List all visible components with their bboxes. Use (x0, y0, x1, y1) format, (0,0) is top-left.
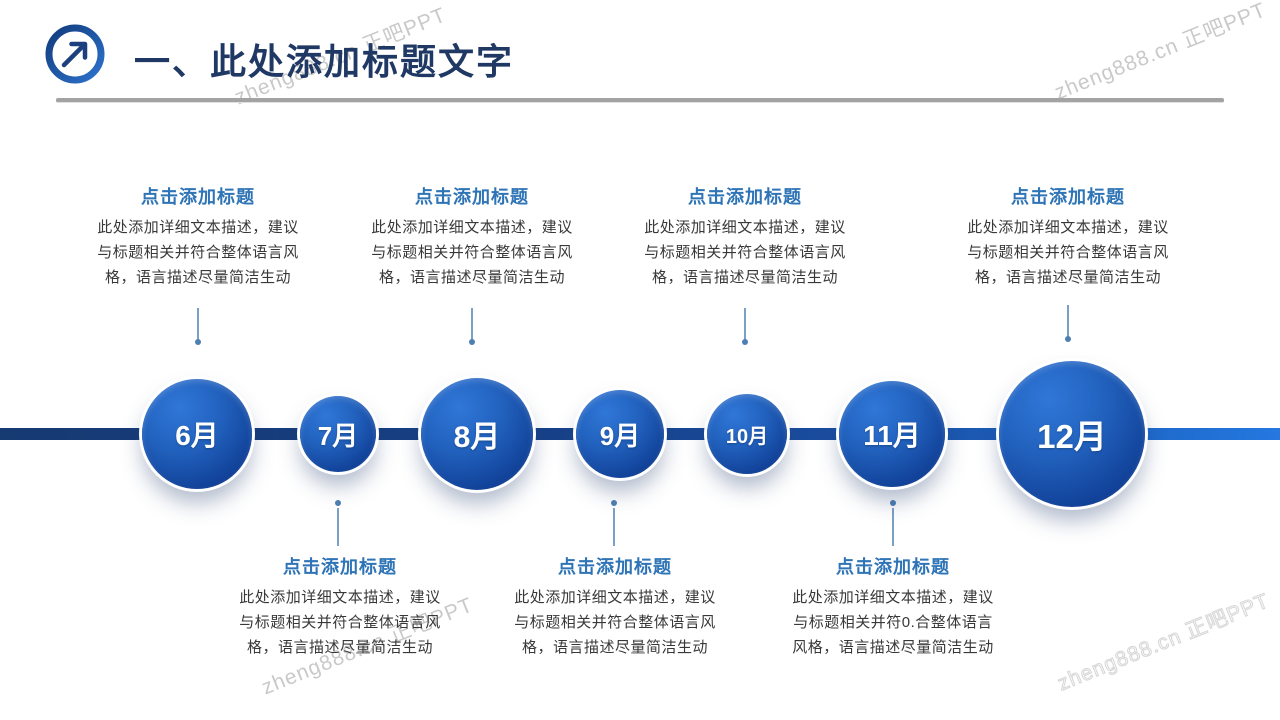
connector-dot (1065, 336, 1071, 342)
connector-dot (611, 500, 617, 506)
connector-stem (888, 500, 898, 546)
connector-stem (467, 308, 477, 348)
watermark-text: zheng888.cn 正吧PPT (1051, 0, 1270, 105)
connector-line (613, 508, 615, 546)
callout-title: 点击添加标题 (836, 557, 950, 577)
connector-stem (1063, 305, 1073, 345)
timeline-node-8: 8月 (421, 378, 533, 490)
callout-top-2: 点击添加标题 此处添加详细文本描述，建议 与标题相关并符合整体语言风 格，语言描… (347, 183, 597, 290)
connector-line (471, 308, 473, 340)
callout-title: 点击添加标题 (283, 557, 397, 577)
timeline-node-7: 7月 (300, 396, 376, 472)
callout-body: 此处添加详细文本描述，建议 与标题相关并符合整体语言风 格，语言描述尽量简洁生动 (239, 589, 441, 656)
callout-title: 点击添加标题 (415, 187, 529, 207)
connector-dot (742, 339, 748, 345)
connector-dot (469, 339, 475, 345)
connector-dot (335, 500, 341, 506)
callout-title: 点击添加标题 (688, 187, 802, 207)
watermark-text: zheng888.cn 正吧PPT (1054, 589, 1273, 696)
callout-body: 此处添加详细文本描述，建议 与标题相关并符合整体语言风 格，语言描述尽量简洁生动 (371, 219, 573, 286)
callout-body: 此处添加详细文本描述，建议 与标题相关并符合整体语言风 格，语言描述尽量简洁生动 (97, 219, 299, 286)
timeline-node-11: 11月 (839, 381, 945, 487)
callout-bottom-3: 点击添加标题 此处添加详细文本描述，建议 与标题相关并符0.合整体语言 风格，语… (768, 553, 1018, 660)
connector-stem (333, 500, 343, 546)
timeline-node-6: 6月 (142, 379, 252, 489)
timeline-node-12: 12月 (999, 361, 1145, 507)
callout-top-3: 点击添加标题 此处添加详细文本描述，建议 与标题相关并符合整体语言风 格，语言描… (620, 183, 870, 290)
connector-dot (890, 500, 896, 506)
callout-bottom-2: 点击添加标题 此处添加详细文本描述，建议 与标题相关并符合整体语言风 格，语言描… (490, 553, 740, 660)
callout-body: 此处添加详细文本描述，建议 与标题相关并符合整体语言风 格，语言描述尽量简洁生动 (967, 219, 1169, 286)
trend-arrow-icon (45, 24, 105, 84)
timeline-node-10: 10月 (707, 394, 787, 474)
connector-line (744, 308, 746, 340)
callout-body: 此处添加详细文本描述，建议 与标题相关并符合整体语言风 格，语言描述尽量简洁生动 (514, 589, 716, 656)
callout-bottom-1: 点击添加标题 此处添加详细文本描述，建议 与标题相关并符合整体语言风 格，语言描… (215, 553, 465, 660)
timeline-node-9: 9月 (576, 390, 664, 478)
callout-top-4: 点击添加标题 此处添加详细文本描述，建议 与标题相关并符合整体语言风 格，语言描… (943, 183, 1193, 290)
title-divider (56, 98, 1224, 103)
connector-line (892, 508, 894, 546)
callout-title: 点击添加标题 (558, 557, 672, 577)
callout-body: 此处添加详细文本描述，建议 与标题相关并符合整体语言风 格，语言描述尽量简洁生动 (644, 219, 846, 286)
callout-title: 点击添加标题 (1011, 187, 1125, 207)
connector-line (197, 308, 199, 340)
connector-line (337, 508, 339, 546)
callout-top-1: 点击添加标题 此处添加详细文本描述，建议 与标题相关并符合整体语言风 格，语言描… (73, 183, 323, 290)
connector-stem (193, 308, 203, 348)
callout-title: 点击添加标题 (141, 187, 255, 207)
slide-title: 一、此处添加标题文字 (134, 41, 515, 82)
connector-stem (740, 308, 750, 348)
connector-stem (609, 500, 619, 546)
callout-body: 此处添加详细文本描述，建议 与标题相关并符0.合整体语言 风格，语言描述尽量简洁… (792, 589, 994, 656)
connector-line (1067, 305, 1069, 337)
connector-dot (195, 339, 201, 345)
